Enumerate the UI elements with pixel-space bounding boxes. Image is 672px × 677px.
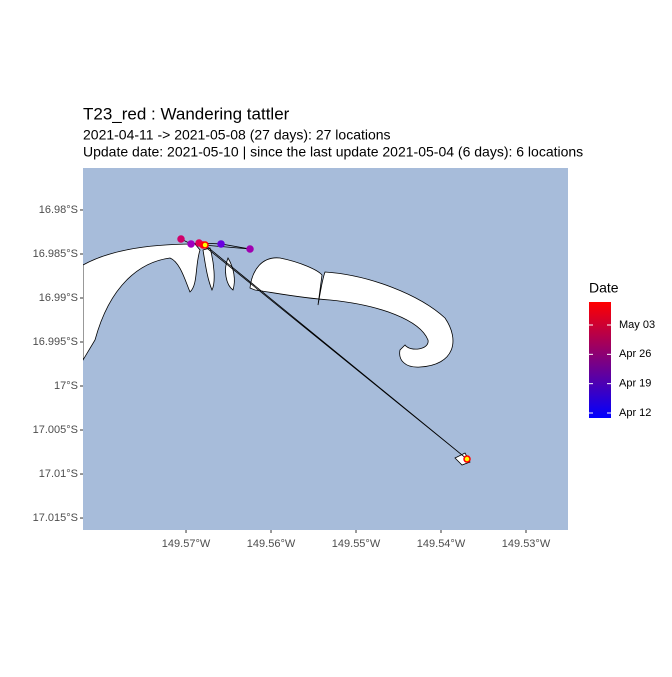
x-tick-label: 149.56°W	[247, 538, 296, 550]
legend-label: Apr 19	[619, 378, 651, 390]
legend-label: Apr 12	[619, 407, 651, 419]
y-tick-label: 17.01°S	[39, 468, 78, 480]
legend-label: May 03	[619, 319, 655, 331]
y-tick-label: 16.985°S	[33, 248, 78, 260]
y-tick-label: 17°S	[54, 380, 78, 392]
location-point	[246, 245, 254, 253]
location-point	[201, 241, 209, 249]
legend-title: Date	[589, 280, 619, 296]
y-tick-label: 16.995°S	[33, 336, 78, 348]
legend-label: Apr 26	[619, 348, 651, 360]
y-tick-label: 16.98°S	[39, 204, 78, 216]
subtitle: 2021-04-11 -> 2021-05-08 (27 days): 27 l…	[83, 127, 391, 143]
location-point	[463, 455, 471, 463]
island	[249, 257, 454, 368]
title: T23_red : Wandering tattler	[83, 104, 290, 123]
location-point	[217, 240, 225, 248]
islet	[202, 247, 215, 291]
x-tick-label: 149.53°W	[502, 538, 551, 550]
y-tick-label: 16.99°S	[39, 292, 78, 304]
y-tick-label: 17.015°S	[33, 512, 78, 524]
subtitle: Update date: 2021-05-10 | since the last…	[83, 144, 583, 160]
location-point	[187, 240, 195, 248]
island	[83, 243, 201, 361]
location-point	[177, 235, 185, 243]
legend-colorbar	[589, 302, 611, 418]
x-tick-label: 149.55°W	[332, 538, 381, 550]
x-tick-label: 149.57°W	[162, 538, 211, 550]
map-panel	[83, 168, 568, 530]
y-tick-label: 17.005°S	[33, 424, 78, 436]
x-tick-label: 149.54°W	[417, 538, 466, 550]
